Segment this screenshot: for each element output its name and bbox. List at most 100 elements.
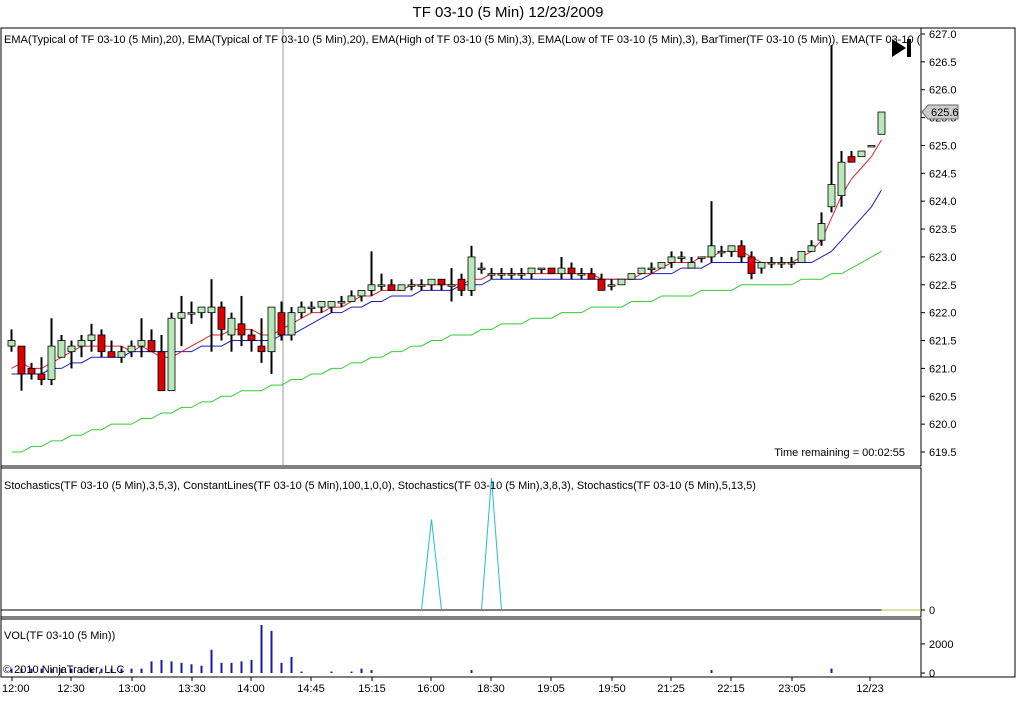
candle [107, 340, 116, 358]
price-tick-label: 624.5 [929, 168, 957, 180]
candle [527, 267, 536, 280]
candle-body [17, 345, 26, 375]
price-tick-label: 624.0 [929, 196, 957, 208]
candle-body [187, 312, 196, 315]
price-tick-label: 623.0 [929, 252, 957, 264]
x-tick-label: 22:15 [717, 683, 745, 695]
candle-body [27, 367, 36, 375]
candle [697, 256, 706, 263]
candle [717, 245, 726, 257]
candle-body [257, 345, 266, 353]
candle [547, 267, 556, 275]
candle [567, 262, 576, 280]
candle-body [807, 245, 816, 252]
stoch-tick-label: 0 [929, 605, 935, 617]
last-price-text: 625.6 [931, 107, 959, 119]
candle-body [687, 262, 696, 269]
price-tick-label: 619.5 [929, 447, 957, 459]
x-tick-label: 14:45 [297, 683, 325, 695]
x-tick-label: 18:30 [477, 683, 505, 695]
candle-body [627, 273, 636, 280]
x-tick-label: 19:05 [537, 683, 565, 695]
candle [767, 256, 776, 269]
candle-body [667, 256, 676, 263]
candle [87, 323, 96, 352]
candle-body [717, 250, 726, 254]
candle [257, 318, 266, 363]
price-panel[interactable] [0, 27, 922, 467]
candle [137, 318, 146, 358]
candle [667, 251, 676, 269]
volume-panel[interactable] [0, 618, 922, 678]
candle-body [437, 278, 446, 286]
candle-body [227, 317, 236, 336]
candle [817, 212, 826, 246]
candle-body [197, 306, 206, 314]
price-tick-label: 621.0 [929, 363, 957, 375]
x-tick-label: 15:15 [358, 683, 386, 695]
candle-body [597, 278, 606, 291]
candle-body [177, 312, 186, 319]
candle-body [787, 262, 796, 265]
last-price-marker: 625.6 [921, 104, 959, 120]
candle [267, 306, 276, 374]
price-tick-label: 620.5 [929, 391, 957, 403]
candle [377, 273, 386, 291]
price-indicator-label: EMA(Typical of TF 03-10 (5 Min),20), EMA… [4, 34, 921, 46]
price-tick-label: 626.5 [929, 57, 957, 69]
candle-body [647, 267, 656, 270]
candle [27, 362, 36, 380]
candle-body [457, 278, 466, 291]
candle-body [117, 351, 126, 358]
stoch-spike [421, 519, 442, 611]
candle-body [477, 267, 486, 270]
candle-body [607, 284, 616, 287]
candle [737, 240, 746, 263]
x-tick-label: 14:00 [237, 683, 265, 695]
play-step-icon[interactable] [892, 39, 911, 57]
candle [797, 250, 806, 263]
candle-body [387, 284, 396, 291]
candle-body [337, 301, 346, 304]
x-tick-label: 13:30 [178, 683, 206, 695]
candle-body [737, 245, 746, 258]
candle-body [797, 250, 806, 263]
candle-body [307, 306, 316, 309]
price-tick-label: 625.0 [929, 140, 957, 152]
candle-body [57, 340, 66, 358]
candle [127, 340, 136, 358]
stoch-panel[interactable] [0, 467, 922, 618]
candle-body [487, 273, 496, 276]
candle-body [707, 245, 716, 258]
x-tick-label: 21:25 [657, 683, 685, 695]
candle-body [277, 312, 286, 336]
candle [217, 301, 226, 341]
candle [477, 262, 486, 274]
price-tick-label: 621.5 [929, 336, 957, 348]
candle [47, 318, 56, 386]
candle [287, 307, 296, 341]
candle [507, 268, 516, 280]
candle [37, 357, 46, 386]
candle-body [757, 262, 766, 269]
candle-body [657, 262, 666, 269]
ema-slow-line [11, 250, 882, 453]
candle [447, 268, 456, 302]
price-tick-label: 627.0 [929, 29, 957, 41]
candle [857, 150, 866, 158]
candle-body [537, 267, 546, 270]
candle [597, 273, 606, 291]
x-tick-label: 23:05 [778, 683, 806, 695]
candle [777, 256, 786, 269]
volume-tick-label: 0 [929, 668, 935, 680]
candle [397, 284, 406, 291]
candle [467, 245, 476, 296]
candle [747, 251, 756, 280]
candle-body [217, 306, 226, 330]
candle-body [677, 256, 686, 259]
candle [427, 278, 436, 291]
candle-body [67, 345, 76, 353]
candle-body [447, 284, 456, 287]
stoch-spike [481, 477, 502, 611]
